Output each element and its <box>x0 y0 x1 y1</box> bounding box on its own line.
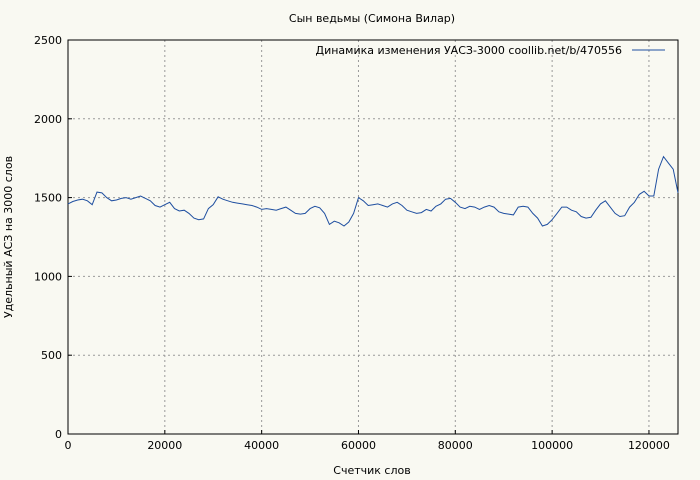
grid-lines <box>68 40 678 434</box>
y-tick-label: 1000 <box>34 270 62 283</box>
x-tick-label: 60000 <box>341 439 376 452</box>
y-tick-label: 2000 <box>34 113 62 126</box>
axis-ticks: 0 20000 40000 60000 80000 100000 120000 0 500 100… <box>34 34 670 452</box>
y-tick-label: 500 <box>41 349 62 362</box>
y-tick-label: 2500 <box>34 34 62 47</box>
series-layer <box>67 155 679 227</box>
x-tick-label: 120000 <box>628 439 670 452</box>
plot-area-border <box>67 39 679 435</box>
series-line <box>67 155 679 227</box>
y-tick-label: 1500 <box>34 192 62 205</box>
x-tick-label: 80000 <box>438 439 473 452</box>
x-tick-label: 40000 <box>244 439 279 452</box>
x-tick-label: 20000 <box>147 439 182 452</box>
x-axis-label: Счетчик слов <box>333 464 410 477</box>
x-tick-label: 0 <box>65 439 72 452</box>
y-tick-label: 0 <box>55 428 62 441</box>
chart-title: Сын ведьмы (Симона Вилар) <box>289 12 455 25</box>
y-axis-label: Удельный АСЗ на 3000 слов <box>2 156 15 318</box>
x-tick-label: 100000 <box>531 439 573 452</box>
legend: Динамика изменения УАСЗ-3000 coollib.net… <box>316 44 665 57</box>
legend-label: Динамика изменения УАСЗ-3000 coollib.net… <box>316 44 623 57</box>
